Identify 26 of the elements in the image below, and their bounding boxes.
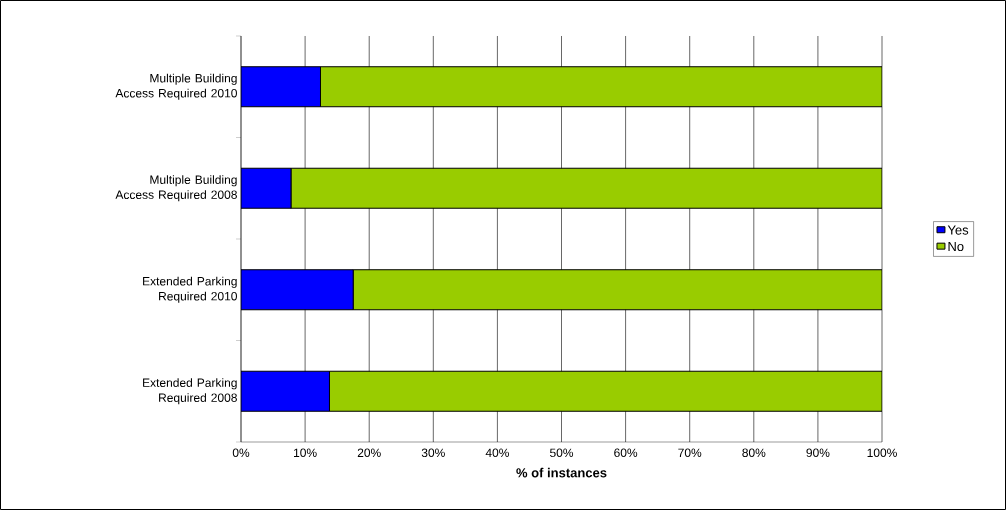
- y-tick-label: Extended Parking Required 2008: [143, 378, 237, 405]
- y-tick-label: Extended Parking Required 2010: [143, 276, 237, 303]
- x-tick-label: 40%: [485, 448, 509, 458]
- x-tick-label: 30%: [421, 448, 445, 458]
- bar: [328, 370, 883, 412]
- x-tick-label: 90%: [806, 448, 830, 458]
- x-tick-label: 70%: [678, 448, 702, 458]
- bar: [241, 167, 292, 209]
- x-tick-label: 10%: [294, 448, 317, 458]
- bar: [241, 66, 321, 108]
- x-tick-label: 20%: [357, 448, 381, 458]
- bar: [319, 66, 883, 108]
- x-axis-title: % of instances: [516, 467, 607, 478]
- y-tick-label: Multiple Building Access Required 2008: [115, 175, 237, 202]
- x-tick-label: 100%: [867, 448, 897, 458]
- x-tick-label: 50%: [549, 448, 574, 458]
- bar: [352, 269, 883, 311]
- legend-label: No: [948, 242, 964, 252]
- bar: [241, 269, 354, 311]
- y-tick-label: Multiple Building Access Required 2010: [115, 73, 237, 100]
- legend-label: Yes: [947, 225, 969, 235]
- x-tick-label: 0%: [232, 448, 250, 458]
- bar: [290, 167, 883, 209]
- x-tick-label: 60%: [614, 448, 638, 458]
- x-tick-label: 80%: [742, 448, 766, 458]
- bar: [241, 370, 330, 412]
